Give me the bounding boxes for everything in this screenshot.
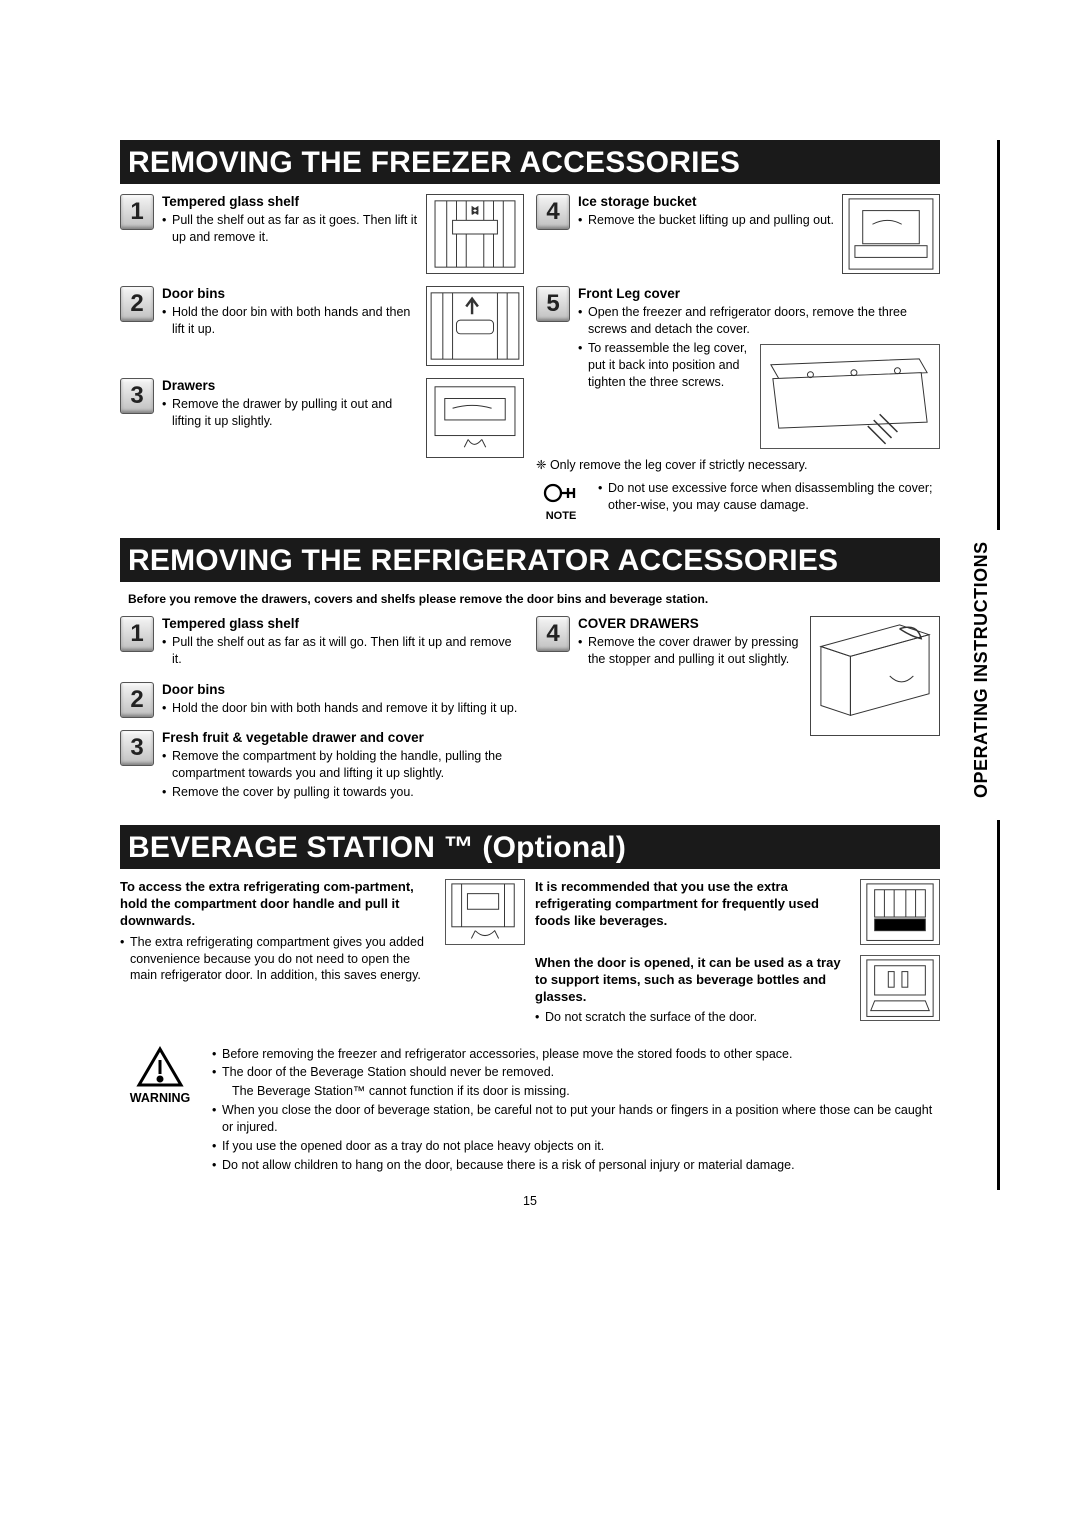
section3-body: To access the extra refrigerating com-pa… [120,879,940,1028]
step-num: 4 [536,194,570,230]
asterisk-note: ❈ Only remove the leg cover if strictly … [536,457,940,472]
step-row: 2 Door bins •Hold the door bin with both… [120,682,524,719]
illustration [426,378,524,458]
step-text: Remove the drawer by pulling it out and … [172,396,418,430]
bev-right2b: Do not scratch the surface of the door. [545,1009,757,1026]
step-title: Drawers [162,378,418,393]
warn-item: When you close the door of beverage stat… [222,1102,940,1136]
step-text: Pull the shelf out as far as it will go.… [172,634,524,668]
step-row: 1 Tempered glass shelf •Pull the shelf o… [120,194,524,274]
step-title: Tempered glass shelf [162,616,524,631]
warn-item: The door of the Beverage Station should … [222,1064,554,1081]
section1-body: 1 Tempered glass shelf •Pull the shelf o… [120,194,940,522]
step-num: 3 [120,730,154,766]
illustration [445,879,525,945]
step-text: Pull the shelf out as far as it goes. Th… [172,212,418,246]
warning-block: WARNING •Before removing the freezer and… [120,1046,940,1176]
bev-right2: When the door is opened, it can be used … [535,955,852,1006]
step-text: Hold the door bin with both hands and re… [172,700,517,717]
step-title: Ice storage bucket [578,194,834,209]
step-text: Open the freezer and refrigerator doors,… [588,304,940,338]
step-title: Door bins [162,682,524,697]
warn-item: If you use the opened door as a tray do … [222,1138,604,1155]
illustration [860,955,940,1021]
step-title: COVER DRAWERS [578,616,802,631]
side-tab: OPERATING INSTRUCTIONS [971,530,992,810]
section3-header: BEVERAGE STATION ™ (Optional) [120,825,940,869]
page-number: 15 [120,1194,940,1208]
section2-header: REMOVING THE REFRIGERATOR ACCESSORIES [120,538,940,582]
section2-intro: Before you remove the drawers, covers an… [128,592,940,606]
note-block: NOTE •Do not use excessive force when di… [536,480,940,522]
step-row: 4 Ice storage bucket •Remove the bucket … [536,194,940,274]
step-num: 5 [536,286,570,322]
step-text: Remove the compartment by holding the ha… [172,748,524,782]
step-num: 4 [536,616,570,652]
illustration [426,286,524,366]
section1-header: REMOVING THE FREEZER ACCESSORIES [120,140,940,184]
side-line [997,140,1000,530]
illustration [426,194,524,274]
step-text: Remove the cover by pulling it towards y… [172,784,414,801]
step-title: Door bins [162,286,418,301]
warn-item: The Beverage Station™ cannot function if… [232,1083,570,1100]
step-text: Hold the door bin with both hands and th… [172,304,418,338]
side-line [997,820,1000,1190]
step-row: 5 Front Leg cover •Open the freezer and … [536,286,940,449]
step-num: 1 [120,194,154,230]
step-num: 1 [120,616,154,652]
step-title: Tempered glass shelf [162,194,418,209]
step-text: Remove the bucket lifting up and pulling… [588,212,834,229]
note-icon: NOTE [536,480,586,522]
step-text: To reassemble the leg cover, put it back… [588,340,754,447]
warn-item: Do not allow children to hang on the doo… [222,1157,795,1174]
illustration [842,194,940,274]
warn-item: Before removing the freezer and refriger… [222,1046,792,1063]
bev-right1: It is recommended that you use the extra… [535,879,852,945]
step-num: 2 [120,286,154,322]
manual-page: REMOVING THE FREEZER ACCESSORIES 1 Tempe… [120,0,940,1208]
step-row: 1 Tempered glass shelf •Pull the shelf o… [120,616,524,670]
step-row: 2 Door bins •Hold the door bin with both… [120,286,524,366]
illustration [810,616,940,736]
step-num: 2 [120,682,154,718]
step-title: Front Leg cover [578,286,940,301]
step-row: 4 COVER DRAWERS •Remove the cover drawer… [536,616,940,736]
illustration [760,344,940,449]
step-title: Fresh fruit & vegetable drawer and cover [162,730,524,745]
bev-bullet: The extra refrigerating compartment give… [130,934,437,985]
warning-list: •Before removing the freezer and refrige… [212,1046,940,1176]
step-text: Remove the cover drawer by pressing the … [588,634,802,668]
bev-lead: To access the extra refrigerating com-pa… [120,879,437,930]
step-row: 3 Drawers •Remove the drawer by pulling … [120,378,524,458]
warning-icon: WARNING [120,1046,200,1176]
step-num: 3 [120,378,154,414]
step-row: 3 Fresh fruit & vegetable drawer and cov… [120,730,524,803]
section2-body: 1 Tempered glass shelf •Pull the shelf o… [120,616,940,815]
illustration [860,879,940,945]
note-text: Do not use excessive force when disassem… [608,480,940,514]
